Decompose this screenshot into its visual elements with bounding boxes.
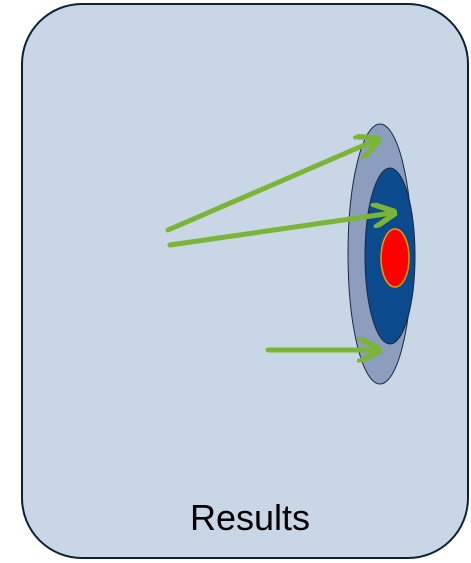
arrow-icon-top [165,140,376,233]
target-bullseye [380,228,410,288]
panel-caption: Results [190,497,310,538]
arrow-icon-middle [167,213,392,248]
